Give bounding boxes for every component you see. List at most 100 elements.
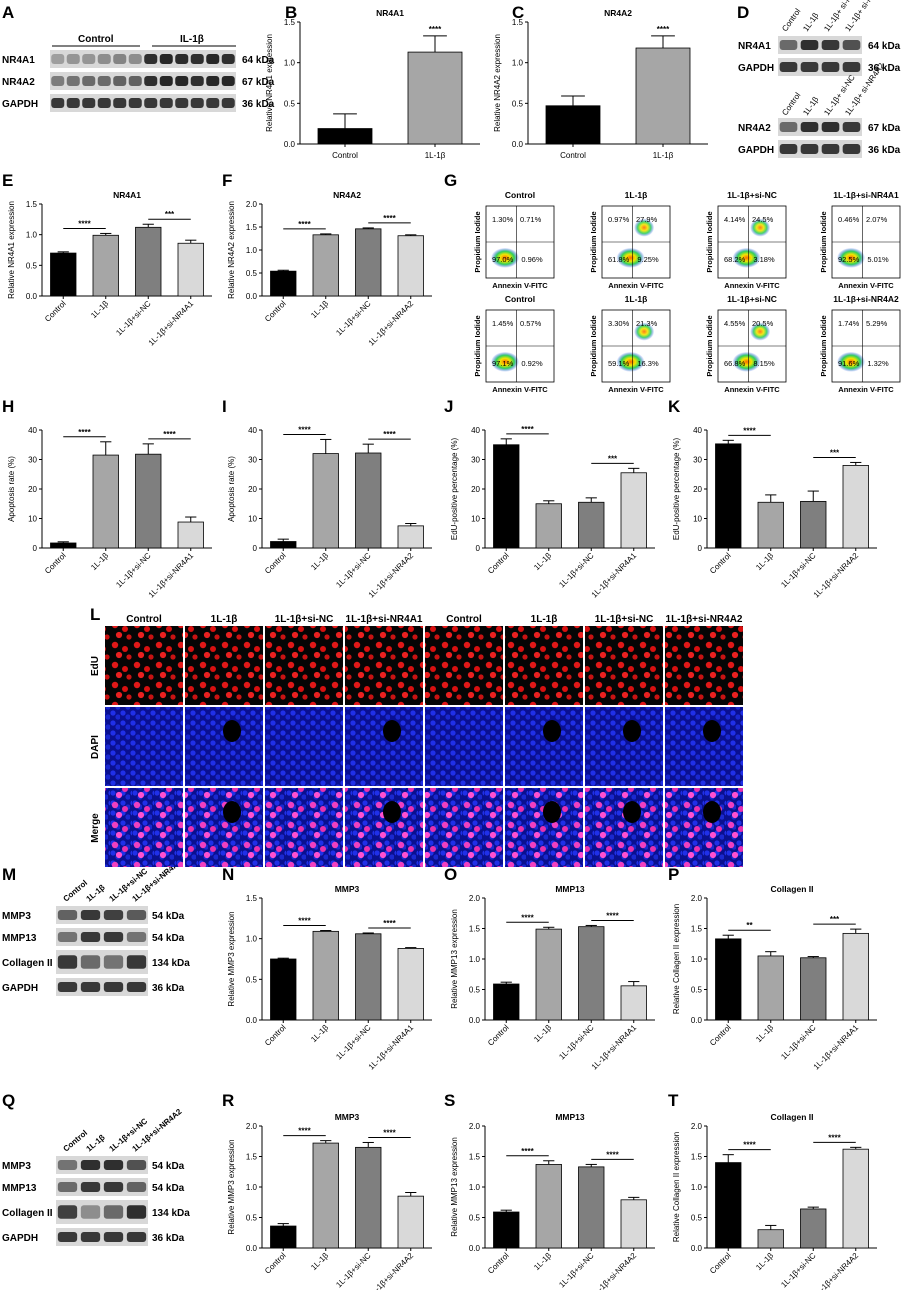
significance-mark: **** xyxy=(78,219,91,228)
blot-strip xyxy=(56,1228,148,1246)
bar xyxy=(355,228,382,297)
x-tick-label: 1L-1β+si-NR4A2 xyxy=(812,551,861,600)
flow-xlabel: Annexin V-FITC xyxy=(838,385,894,394)
blot-lane xyxy=(159,75,173,87)
bar xyxy=(312,453,339,549)
micrograph xyxy=(585,707,663,786)
blot-lane xyxy=(57,1159,78,1171)
protein-label: Collagen II xyxy=(2,958,53,969)
significance-mark: **** xyxy=(657,25,670,34)
flow-ylabel: Propidium Iodide xyxy=(819,211,828,272)
blot-lane xyxy=(221,53,235,65)
y-tick-label: 2.0 xyxy=(691,894,703,903)
flow-ylabel: Propidium Iodide xyxy=(589,211,598,272)
edu-row-label: EdU xyxy=(90,656,101,676)
bar xyxy=(578,926,605,1021)
panel-label-A: A xyxy=(2,3,14,22)
chart-title: NR4A1 xyxy=(376,8,404,18)
panel-label-S: S xyxy=(444,1091,455,1110)
blot-lane xyxy=(175,97,189,109)
y-tick-label: 0.5 xyxy=(284,99,296,108)
bar xyxy=(397,525,424,549)
y-tick-label: 30 xyxy=(28,456,37,465)
quadrant-q2: 2.07% xyxy=(866,215,888,224)
y-axis-label: Apoptosis rate (%) xyxy=(7,456,16,522)
bar xyxy=(578,1166,605,1249)
bar xyxy=(635,47,691,145)
x-tick-label: Control xyxy=(263,299,288,324)
significance-mark: **** xyxy=(521,425,534,434)
y-tick-label: 10 xyxy=(248,515,257,524)
y-tick-label: 0 xyxy=(253,544,258,553)
edu-col-label: 1L-1β+si-NR4A2 xyxy=(666,614,743,625)
micrograph-gap xyxy=(543,720,561,742)
lane-label: 1L-1β+ si-NR4A1 xyxy=(843,0,886,33)
blot-lane xyxy=(128,53,142,65)
chart-title: Collagen II xyxy=(771,1112,814,1122)
y-tick-label: 0.0 xyxy=(284,140,296,149)
y-tick-label: 10 xyxy=(28,515,37,524)
kda-label: 64 kDa xyxy=(868,41,901,52)
blot-strip xyxy=(778,140,862,158)
x-tick-label: 1L-1β+si-NC xyxy=(557,1251,596,1290)
significance-mark: **** xyxy=(298,425,311,434)
blot-lane xyxy=(103,1159,124,1171)
chart-title: MMP13 xyxy=(555,884,585,894)
blot-lane xyxy=(190,53,204,65)
kda-label: 54 kDa xyxy=(152,933,185,944)
bar xyxy=(535,928,562,1021)
micrograph xyxy=(585,788,663,867)
micrograph xyxy=(425,626,503,705)
bar xyxy=(355,933,382,1021)
micrograph xyxy=(105,626,183,705)
group-control: Control xyxy=(78,34,114,45)
y-tick-label: 1.5 xyxy=(26,200,38,209)
quadrant-q4: 97.0% xyxy=(492,255,514,264)
y-tick-label: 1.5 xyxy=(246,894,258,903)
micrograph xyxy=(265,788,343,867)
significance-mark: **** xyxy=(743,426,756,435)
blot-lane xyxy=(800,143,819,155)
blot-lane xyxy=(126,955,147,969)
bar xyxy=(407,51,463,145)
blot-lane xyxy=(126,1159,147,1171)
blot-lane xyxy=(821,61,840,73)
edu-col-label: 1L-1β xyxy=(211,614,238,625)
kda-label: 36 kDa xyxy=(152,983,185,994)
bar xyxy=(800,500,827,549)
blot-strip xyxy=(56,1178,148,1196)
flow-ylabel: Propidium Iodide xyxy=(819,315,828,376)
blot-lane xyxy=(103,1205,124,1219)
blot-lane xyxy=(159,97,173,109)
micrograph xyxy=(265,707,343,786)
panel-L-edu: Control 1L-1β 1L-1β+si-NC 1L-1β+si-NR4A1 Con… xyxy=(90,614,743,867)
bar xyxy=(715,938,742,1021)
y-axis-label: Relative NR4A1 expression xyxy=(7,201,16,299)
y-tick-label: 2.0 xyxy=(246,1122,258,1131)
blot-lane xyxy=(159,53,173,65)
micrograph xyxy=(185,788,263,867)
micrograph xyxy=(105,707,183,786)
x-tick-label: Control xyxy=(486,1251,511,1276)
blot-lane xyxy=(126,1205,147,1219)
y-tick-label: 0 xyxy=(476,544,481,553)
kda-label: 64 kDa xyxy=(242,55,275,66)
quadrant-q2: 24.5% xyxy=(752,215,774,224)
protein-label: GAPDH xyxy=(2,1233,38,1244)
significance-mark: **** xyxy=(383,214,396,223)
y-axis-label: Apoptosis rate (%) xyxy=(227,456,236,522)
y-tick-label: 1.5 xyxy=(512,18,524,27)
quadrant-q3: 5.01% xyxy=(867,255,889,264)
micrograph xyxy=(105,788,183,867)
protein-label: GAPDH xyxy=(2,983,38,994)
blot-lane xyxy=(779,143,798,155)
blot-lane xyxy=(842,61,861,73)
y-tick-label: 0 xyxy=(33,544,38,553)
micrograph-gap xyxy=(383,801,401,823)
blot-lane xyxy=(206,53,220,65)
panel-label-H: H xyxy=(2,397,14,416)
flow-xlabel: Annexin V-FITC xyxy=(724,281,780,290)
bar xyxy=(493,444,520,549)
quadrant-q4: 97.1% xyxy=(492,359,514,368)
significance-mark: **** xyxy=(521,1147,534,1156)
